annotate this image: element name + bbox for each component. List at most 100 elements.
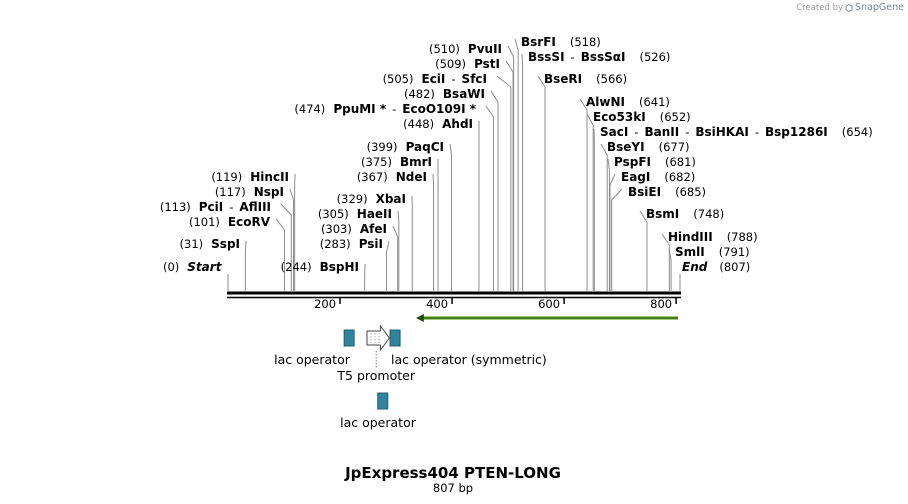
enzyme-label-bseyi[interactable]: BseYI (677) <box>607 140 690 154</box>
enzyme-label-sspi[interactable]: (31) SspI <box>180 237 240 251</box>
enzyme-label-text[interactable]: (119) HincII <box>211 170 289 184</box>
enzyme-label-text[interactable]: BsmI (748) <box>646 207 724 221</box>
enzyme-label-text[interactable]: BsiEI (685) <box>628 185 706 199</box>
enzyme-label-bseri[interactable]: BseRI (566) <box>544 72 627 86</box>
enzyme-label-text[interactable]: HindIII (788) <box>668 230 758 244</box>
enzyme-name: HincII <box>250 170 289 184</box>
enzyme-label-text[interactable]: BssSI - BssSαI (526) <box>528 50 670 64</box>
enzyme-label-ppumi[interactable]: (474) PpuMI * - EcoO109I * <box>294 102 476 116</box>
watermark: Created by SnapGene <box>796 2 904 13</box>
enzyme-label-text[interactable]: (329) XbaI <box>337 192 406 206</box>
enzyme-position: (31) <box>180 237 204 251</box>
promoter-arrow-icon <box>366 324 391 352</box>
enzyme-position: (329) <box>337 192 368 206</box>
enzyme-label-bsphi[interactable]: (244) BspHI <box>281 260 359 274</box>
orf-arrow[interactable] <box>415 314 678 322</box>
enzyme-label-ndei[interactable]: (367) NdeI <box>357 170 427 184</box>
enzyme-label-eco53ki[interactable]: Eco53kI (652) <box>593 110 691 124</box>
enzyme-label-text[interactable]: (305) HaeII <box>318 207 392 221</box>
lac-operator-2[interactable]: lac operator <box>340 392 417 430</box>
enzyme-label-text[interactable]: SmlI (791) <box>675 245 750 259</box>
enzyme-label-nspi[interactable]: (117) NspI <box>215 185 284 199</box>
enzyme-label-text[interactable]: (510) PvuII <box>429 42 502 56</box>
enzyme-label-smli[interactable]: SmlI (791) <box>675 245 750 259</box>
enzyme-position: (101) <box>189 215 220 229</box>
enzyme-label-text[interactable]: (113) PciI - AflIII <box>160 200 271 214</box>
enzyme-label-haeii[interactable]: (305) HaeII <box>318 207 392 221</box>
t5-promoter[interactable]: T5 promoter <box>336 324 416 383</box>
enzyme-label-text[interactable]: (375) BmrI <box>361 155 432 169</box>
enzyme-label-bsrfi[interactable]: BsrFI (518) <box>521 35 601 49</box>
enzyme-label-saci[interactable]: SacI - BanII - BsiHKAI - Bsp1286I (654) <box>600 125 873 139</box>
enzyme-label-text[interactable]: (303) AfeI <box>321 222 387 236</box>
end-position: (807) <box>719 260 750 274</box>
enzyme-name: NdeI <box>396 170 427 184</box>
enzyme-label-hincii[interactable]: (119) HincII <box>211 170 289 184</box>
enzyme-label-bmri[interactable]: (375) BmrI <box>361 155 432 169</box>
enzyme-label-psti[interactable]: (509) PstI <box>435 57 500 71</box>
enzyme-label-text[interactable]: (101) EcoRV <box>189 215 271 229</box>
enzyme-label-text[interactable]: BseRI (566) <box>544 72 627 86</box>
enzyme-label-text[interactable]: (509) PstI <box>435 57 500 71</box>
lac-operator-label: lac operator <box>274 352 351 367</box>
leader-line-alwni <box>579 98 588 291</box>
enzyme-label-bsawi[interactable]: (482) BsaWI <box>404 87 485 101</box>
enzyme-label-text[interactable]: (399) PaqCI <box>367 140 444 154</box>
enzyme-name: PaqCI <box>406 140 444 154</box>
enzyme-label-paqci[interactable]: (399) PaqCI <box>367 140 444 154</box>
enzyme-name: BsrFI <box>521 35 556 49</box>
enzyme-label-text[interactable]: (117) NspI <box>215 185 284 199</box>
enzyme-label-ahdi[interactable]: (448) AhdI <box>403 117 473 131</box>
enzyme-label-xbai[interactable]: (329) XbaI <box>337 192 406 206</box>
end-labels: (0) Start End (807) <box>163 260 750 274</box>
enzyme-label-text[interactable]: (31) SspI <box>180 237 240 251</box>
enzyme-position: (791) <box>719 245 750 259</box>
lac-operator-symmetric[interactable]: lac operator (symmetric) <box>389 329 547 367</box>
enzyme-position: (367) <box>357 170 388 184</box>
leader-line-pvuii <box>507 45 515 291</box>
enzyme-label-text[interactable]: (283) PsiI <box>320 237 383 251</box>
enzyme-label-text[interactable]: Eco53kI (652) <box>593 110 691 124</box>
leader-line-afei <box>392 225 399 291</box>
enzyme-label-ecorv[interactable]: (101) EcoRV <box>189 215 271 229</box>
enzyme-label-text[interactable]: (448) AhdI <box>403 117 473 131</box>
enzyme-label-pspfi[interactable]: PspFI (681) <box>614 155 696 169</box>
enzyme-position: (641) <box>639 95 670 109</box>
enzyme-label-psii[interactable]: (283) PsiI <box>320 237 383 251</box>
enzyme-label-text[interactable]: (482) BsaWI <box>404 87 485 101</box>
enzyme-label-eagi[interactable]: EagI (682) <box>621 170 695 184</box>
enzyme-name: AfeI <box>360 222 387 236</box>
enzyme-label-text[interactable]: (367) NdeI <box>357 170 427 184</box>
enzyme-separator: - <box>392 102 396 116</box>
enzyme-name: PsiI <box>359 237 383 251</box>
enzyme-label-ecii[interactable]: (505) EciI - SfcI <box>383 72 487 86</box>
enzyme-label-text[interactable]: (505) EciI - SfcI <box>383 72 487 86</box>
t5-promoter-label: T5 promoter <box>336 368 415 383</box>
enzyme-label-text[interactable]: PspFI (681) <box>614 155 696 169</box>
enzyme-label-hindiii[interactable]: HindIII (788) <box>668 230 758 244</box>
enzyme-label-text[interactable]: BsrFI (518) <box>521 35 601 49</box>
enzyme-label-pvuii[interactable]: (510) PvuII <box>429 42 502 56</box>
enzyme-label-text[interactable]: (474) PpuMI * - EcoO109I * <box>294 102 476 116</box>
enzyme-label-bsiei[interactable]: BsiEI (685) <box>628 185 706 199</box>
enzyme-name: EcoO109I * <box>402 102 476 116</box>
enzyme-label-text[interactable]: AlwNI (641) <box>586 95 670 109</box>
enzyme-label-pcii[interactable]: (113) PciI - AflIII <box>160 200 271 214</box>
enzyme-label-afei[interactable]: (303) AfeI <box>321 222 387 236</box>
leader-lines <box>227 38 681 291</box>
enzyme-position: (748) <box>693 207 724 221</box>
enzyme-label-alwni[interactable]: AlwNI (641) <box>586 95 670 109</box>
leader-line-haeii <box>397 210 400 291</box>
enzyme-label-text[interactable]: SacI - BanII - BsiHKAI - Bsp1286I (654) <box>600 125 873 139</box>
enzyme-label-bsmi[interactable]: BsmI (748) <box>646 207 724 221</box>
end-name: Start <box>187 260 222 274</box>
enzyme-label-text[interactable]: (244) BspHI <box>281 260 359 274</box>
enzyme-label-text[interactable]: BseYI (677) <box>607 140 690 154</box>
enzyme-label-bsssi[interactable]: BssSI - BssSαI (526) <box>528 50 670 64</box>
enzyme-name: BssSI <box>528 50 565 64</box>
enzyme-label-text[interactable]: EagI (682) <box>621 170 695 184</box>
leader-line-ecii <box>496 75 512 291</box>
lac-operator[interactable]: lac operator <box>274 329 355 367</box>
leader-line-bseyi <box>600 143 608 291</box>
leader-line-bsiei <box>611 188 623 291</box>
